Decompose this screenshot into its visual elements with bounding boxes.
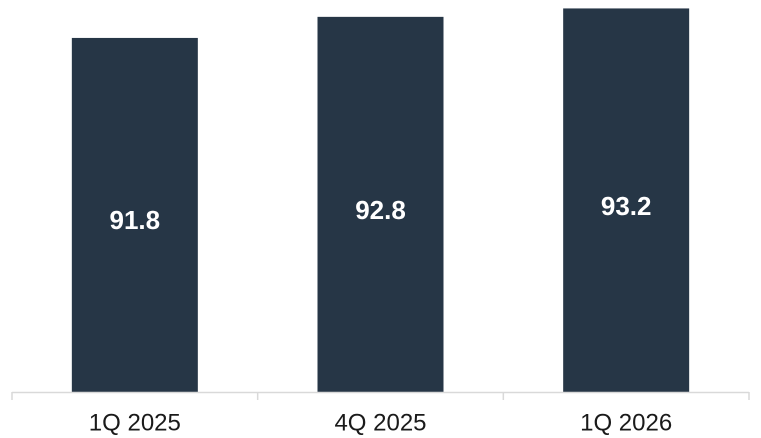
x-tick-label-2: 4Q 2025 [334, 409, 426, 436]
bar-value-label-2: 92.8 [355, 195, 406, 225]
bar-1 [71, 37, 198, 392]
bar-2 [317, 16, 444, 392]
x-axis [11, 391, 750, 400]
bar-3 [563, 8, 690, 392]
bars-group [71, 8, 690, 392]
labels-group: 91.8 1Q 2025 92.8 4Q 2025 93.2 1Q 2026 [89, 191, 672, 437]
bar-value-label-1: 91.8 [110, 205, 161, 235]
x-tick-label-3: 1Q 2026 [580, 409, 672, 436]
bar-value-label-3: 93.2 [601, 191, 652, 221]
x-tick-label-1: 1Q 2025 [89, 409, 181, 436]
